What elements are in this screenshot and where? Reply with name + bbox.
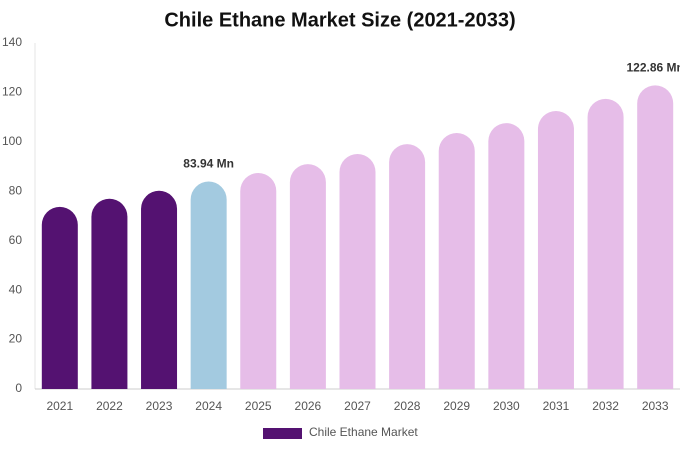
y-tick-label: 140 [2, 35, 22, 49]
bar [289, 164, 326, 389]
x-tick-label: 2025 [245, 399, 272, 413]
bar [587, 98, 624, 390]
bar [637, 85, 674, 389]
y-tick-label: 120 [2, 85, 22, 99]
y-tick-label: 100 [2, 134, 22, 148]
x-tick-label: 2030 [493, 399, 520, 413]
legend-swatch [263, 428, 302, 439]
bar [488, 123, 525, 390]
value-label: 83.94 Mn [183, 157, 234, 171]
y-tick-label: 20 [9, 332, 23, 346]
x-tick-label: 2031 [543, 399, 570, 413]
bar [389, 144, 426, 389]
x-tick-label: 2022 [96, 399, 123, 413]
bar [91, 198, 128, 389]
bar [141, 190, 178, 389]
y-tick-label: 40 [9, 282, 23, 296]
bar [240, 172, 277, 389]
x-tick-label: 2033 [642, 399, 669, 413]
y-tick-label: 0 [15, 381, 22, 395]
x-tick-label: 2021 [46, 399, 73, 413]
bar [41, 206, 78, 389]
bar [537, 110, 574, 389]
chart-title: Chile Ethane Market Size (2021-2033) [164, 9, 515, 31]
y-tick-label: 80 [9, 183, 23, 197]
x-tick-label: 2026 [295, 399, 322, 413]
value-label: 122.86 Mn [627, 61, 680, 75]
y-tick-label: 60 [9, 233, 23, 247]
x-tick-label: 2027 [344, 399, 371, 413]
x-tick-label: 2024 [195, 399, 222, 413]
x-tick-label: 2023 [146, 399, 173, 413]
x-tick-label: 2032 [592, 399, 619, 413]
bar [190, 181, 227, 389]
legend-label: Chile Ethane Market [309, 425, 418, 439]
bar [438, 132, 475, 389]
x-tick-label: 2029 [443, 399, 470, 413]
bar [339, 153, 376, 389]
x-tick-label: 2028 [394, 399, 421, 413]
